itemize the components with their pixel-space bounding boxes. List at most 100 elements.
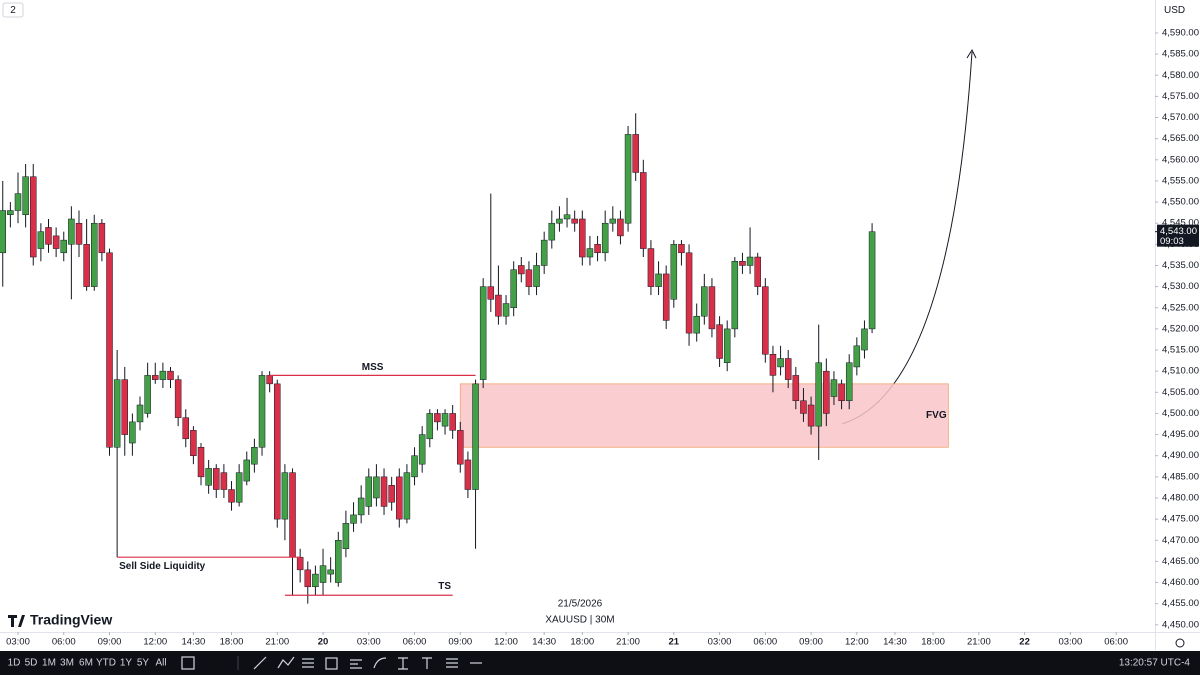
brand-name: TradingView: [30, 612, 112, 628]
y-tick-label[interactable]: 4,515.00: [1162, 345, 1199, 356]
x-tick-label[interactable]: 21:00: [265, 637, 289, 648]
x-tick-label[interactable]: 18:00: [220, 637, 244, 648]
date-range-tool[interactable]: [181, 656, 195, 670]
x-tick-label[interactable]: 18:00: [570, 637, 594, 648]
x-tick-label[interactable]: 06:00: [753, 637, 777, 648]
y-tick-label[interactable]: 4,450.00: [1162, 619, 1199, 630]
candle-body: [708, 286, 716, 330]
settings-icon[interactable]: [1175, 638, 1185, 648]
y-tick-label[interactable]: 4,550.00: [1162, 197, 1199, 208]
last-price-box: [1157, 224, 1199, 247]
range-button[interactable]: 1Y: [120, 658, 133, 669]
candle-body: [403, 472, 411, 520]
y-tick-label[interactable]: 4,505.00: [1162, 387, 1199, 398]
y-tick-label[interactable]: 4,500.00: [1162, 408, 1199, 419]
y-tick-label[interactable]: 4,555.00: [1162, 175, 1199, 186]
x-tick-label[interactable]: 12:00: [845, 637, 869, 648]
y-tick-label[interactable]: 4,565.00: [1162, 133, 1199, 144]
y-tick-label[interactable]: 4,455.00: [1162, 598, 1199, 609]
candle-body: [312, 573, 319, 588]
range-button[interactable]: 6M: [79, 658, 93, 669]
measure-tool[interactable]: [398, 657, 408, 670]
brush-tool[interactable]: [373, 657, 387, 669]
y-tick-label[interactable]: 4,580.00: [1162, 70, 1199, 81]
range-button[interactable]: 1D: [8, 658, 21, 669]
y-tick-label[interactable]: 4,520.00: [1162, 323, 1199, 334]
candle-body: [479, 286, 487, 380]
x-tick-label[interactable]: 14:30: [532, 637, 556, 648]
symbol-label: XAUUSD | 30M: [545, 615, 614, 626]
range-button[interactable]: 3M: [60, 658, 74, 669]
y-tick-label[interactable]: 4,510.00: [1162, 366, 1199, 377]
y-tick-label[interactable]: 4,525.00: [1162, 302, 1199, 313]
fvg-zone: [459, 383, 949, 448]
y-tick-label[interactable]: 4,470.00: [1162, 535, 1199, 546]
x-tick-label[interactable]: 03:00: [1058, 637, 1082, 648]
arrow-head: [966, 48, 977, 59]
x-tick-label[interactable]: 03:00: [708, 637, 732, 648]
y-tick-label[interactable]: 4,535.00: [1162, 260, 1199, 271]
layout-badge-text[interactable]: 2: [10, 5, 16, 16]
candle-body: [106, 252, 113, 448]
trend-line-tool[interactable]: [253, 656, 267, 670]
candle-body: [487, 286, 495, 300]
currency-label[interactable]: USD: [1164, 5, 1185, 16]
candle-body: [197, 447, 205, 478]
x-tick-label[interactable]: 20: [318, 637, 329, 648]
x-tick-label[interactable]: 21:00: [967, 637, 991, 648]
x-tick-label[interactable]: 22: [1019, 637, 1030, 648]
x-tick-label[interactable]: 12:00: [143, 637, 167, 648]
candle-body: [144, 375, 151, 414]
y-tick-label[interactable]: 4,460.00: [1162, 577, 1199, 588]
y-tick-label[interactable]: 4,560.00: [1162, 154, 1199, 165]
y-tick-label[interactable]: 4,475.00: [1162, 514, 1199, 525]
text-tool[interactable]: [422, 657, 432, 669]
x-tick-label[interactable]: 14:30: [883, 637, 907, 648]
x-tick-label[interactable]: 09:00: [799, 637, 823, 648]
candle-body: [0, 210, 6, 254]
y-tick-label[interactable]: 4,530.00: [1162, 281, 1199, 292]
y-tick-label[interactable]: 4,495.00: [1162, 429, 1199, 440]
range-button[interactable]: YTD: [96, 658, 116, 669]
x-tick-label[interactable]: 21:00: [616, 637, 640, 648]
candle-body: [586, 248, 594, 258]
candle-body: [571, 218, 578, 224]
candle-body: [762, 286, 769, 355]
x-tick-label[interactable]: 06:00: [1104, 637, 1128, 648]
x-tick-label[interactable]: 06:00: [403, 637, 427, 648]
x-tick-label[interactable]: 03:00: [6, 637, 30, 648]
x-tick-label[interactable]: 14:30: [181, 637, 205, 648]
rectangle-tool[interactable]: [325, 657, 338, 670]
y-tick-label[interactable]: 4,545.00: [1162, 218, 1199, 229]
fib-tool[interactable]: [302, 658, 314, 668]
y-tick-label[interactable]: 4,585.00: [1162, 49, 1199, 60]
x-tick-label[interactable]: 03:00: [357, 637, 381, 648]
drawing-tools: [181, 656, 482, 670]
forecast-tool[interactable]: [446, 658, 458, 668]
y-tick-label[interactable]: 4,570.00: [1162, 112, 1199, 123]
candle-body: [823, 370, 830, 414]
x-tick-label[interactable]: 09:00: [448, 637, 472, 648]
clock[interactable]: 13:20:57 UTC-4: [1119, 658, 1191, 669]
range-button[interactable]: 5D: [25, 658, 38, 669]
range-button[interactable]: 1M: [42, 658, 56, 669]
pattern-tool[interactable]: [277, 656, 295, 669]
x-tick-label[interactable]: 21: [669, 637, 680, 648]
y-tick-label[interactable]: 4,465.00: [1162, 556, 1199, 567]
y-tick-label[interactable]: 4,480.00: [1162, 493, 1199, 504]
y-tick-label[interactable]: 4,485.00: [1162, 471, 1199, 482]
range-button[interactable]: All: [155, 658, 166, 669]
candle-body: [251, 447, 258, 465]
x-tick-label[interactable]: 06:00: [52, 637, 76, 648]
layout-badge[interactable]: [2, 2, 24, 18]
y-tick-label[interactable]: 4,490.00: [1162, 450, 1199, 461]
range-button[interactable]: 5Y: [137, 658, 150, 669]
x-tick-label[interactable]: 09:00: [98, 637, 122, 648]
y-tick-label[interactable]: 4,590.00: [1162, 27, 1199, 38]
x-tick-label[interactable]: 12:00: [494, 637, 518, 648]
candle-body: [373, 476, 380, 499]
x-tick-label[interactable]: 18:00: [921, 637, 945, 648]
y-tick-label[interactable]: 4,575.00: [1162, 91, 1199, 102]
settings-gear[interactable]: [1175, 638, 1185, 648]
position-tool[interactable]: [350, 659, 362, 669]
